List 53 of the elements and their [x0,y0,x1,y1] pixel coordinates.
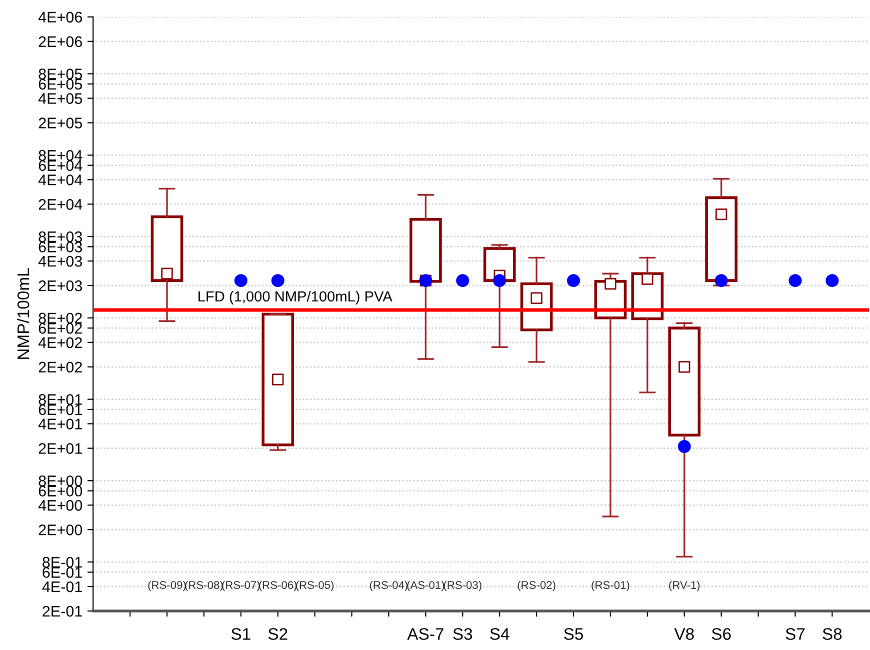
y-tick-label: 4E+02 [38,337,82,348]
y-tick-label: 2E+01 [38,443,82,454]
ref-line-label: LFD (1,000 NMP/100mL) PVA [198,290,392,304]
x-tick-label: AS-7 [407,628,444,640]
y-tick-label: 8E+05 [38,68,82,80]
y-tick-label: 2E+03 [38,280,82,292]
y-tick-label: 2E+05 [38,118,82,128]
y-tick-label: 2E-01 [42,606,82,617]
y-axis-title: NMP/100mL [16,268,30,359]
y-tick-label: 8E+03 [38,231,82,242]
y-tick-label: 2E+06 [38,36,82,48]
x-tick-label: S5 [564,628,583,640]
annotation: (RS-01) [592,580,630,592]
x-tick-label: S7 [786,628,805,640]
x-tick-label: V8 [674,628,694,640]
y-tick-label: 4E+05 [38,93,82,104]
y-tick-label: 4E+06 [38,12,82,23]
y-tick-label: 8E+01 [38,394,82,405]
y-tick-label: 4E-01 [42,581,82,592]
x-tick-label: S6 [712,628,731,640]
y-tick-label: 2E+02 [38,362,82,373]
annotation: (RS-02) [518,580,556,592]
y-tick-label: 4E+04 [38,174,82,186]
y-tick-label: 6E+00 [38,486,82,496]
y-tick-label: 6E+01 [38,404,82,416]
annotation: (RV-1) [669,580,700,592]
y-tick-label: 4E+01 [38,418,82,430]
y-tick-label: 6E-01 [42,567,82,578]
annotation: (RS-06) [259,580,297,592]
y-tick-label: 8E+00 [38,476,82,486]
x-tick-label: S8 [822,628,842,640]
y-tick-label: 6E+02 [38,322,82,334]
annotation: (AS-01) [407,580,444,592]
y-tick-label: 4E+03 [38,256,82,267]
annotation: (RS-03) [444,580,482,592]
y-tick-label: 8E+02 [38,312,82,324]
y-tick-label: 2E+04 [38,199,82,210]
annotation: (RS-07) [222,580,260,592]
annotation: (RS-09) [148,580,186,592]
y-tick-label: 2E+00 [38,524,82,536]
y-tick-label: 6E+03 [38,242,82,252]
y-tick-label: 6E+04 [38,160,82,171]
annotation: (RS-08) [185,580,223,592]
y-tick-label: 6E+05 [38,78,82,90]
x-tick-label: S1 [231,628,250,640]
y-tick-label: 4E+00 [38,500,82,511]
x-tick-label: S3 [453,628,472,640]
x-tick-label: S2 [268,628,288,640]
y-tick-label: 8E+04 [38,150,82,161]
x-tick-label: S4 [490,628,510,640]
annotation: (RS-04) [370,580,408,592]
annotation: (RS-05) [296,580,334,592]
y-tick-label: 8E-01 [42,556,82,568]
